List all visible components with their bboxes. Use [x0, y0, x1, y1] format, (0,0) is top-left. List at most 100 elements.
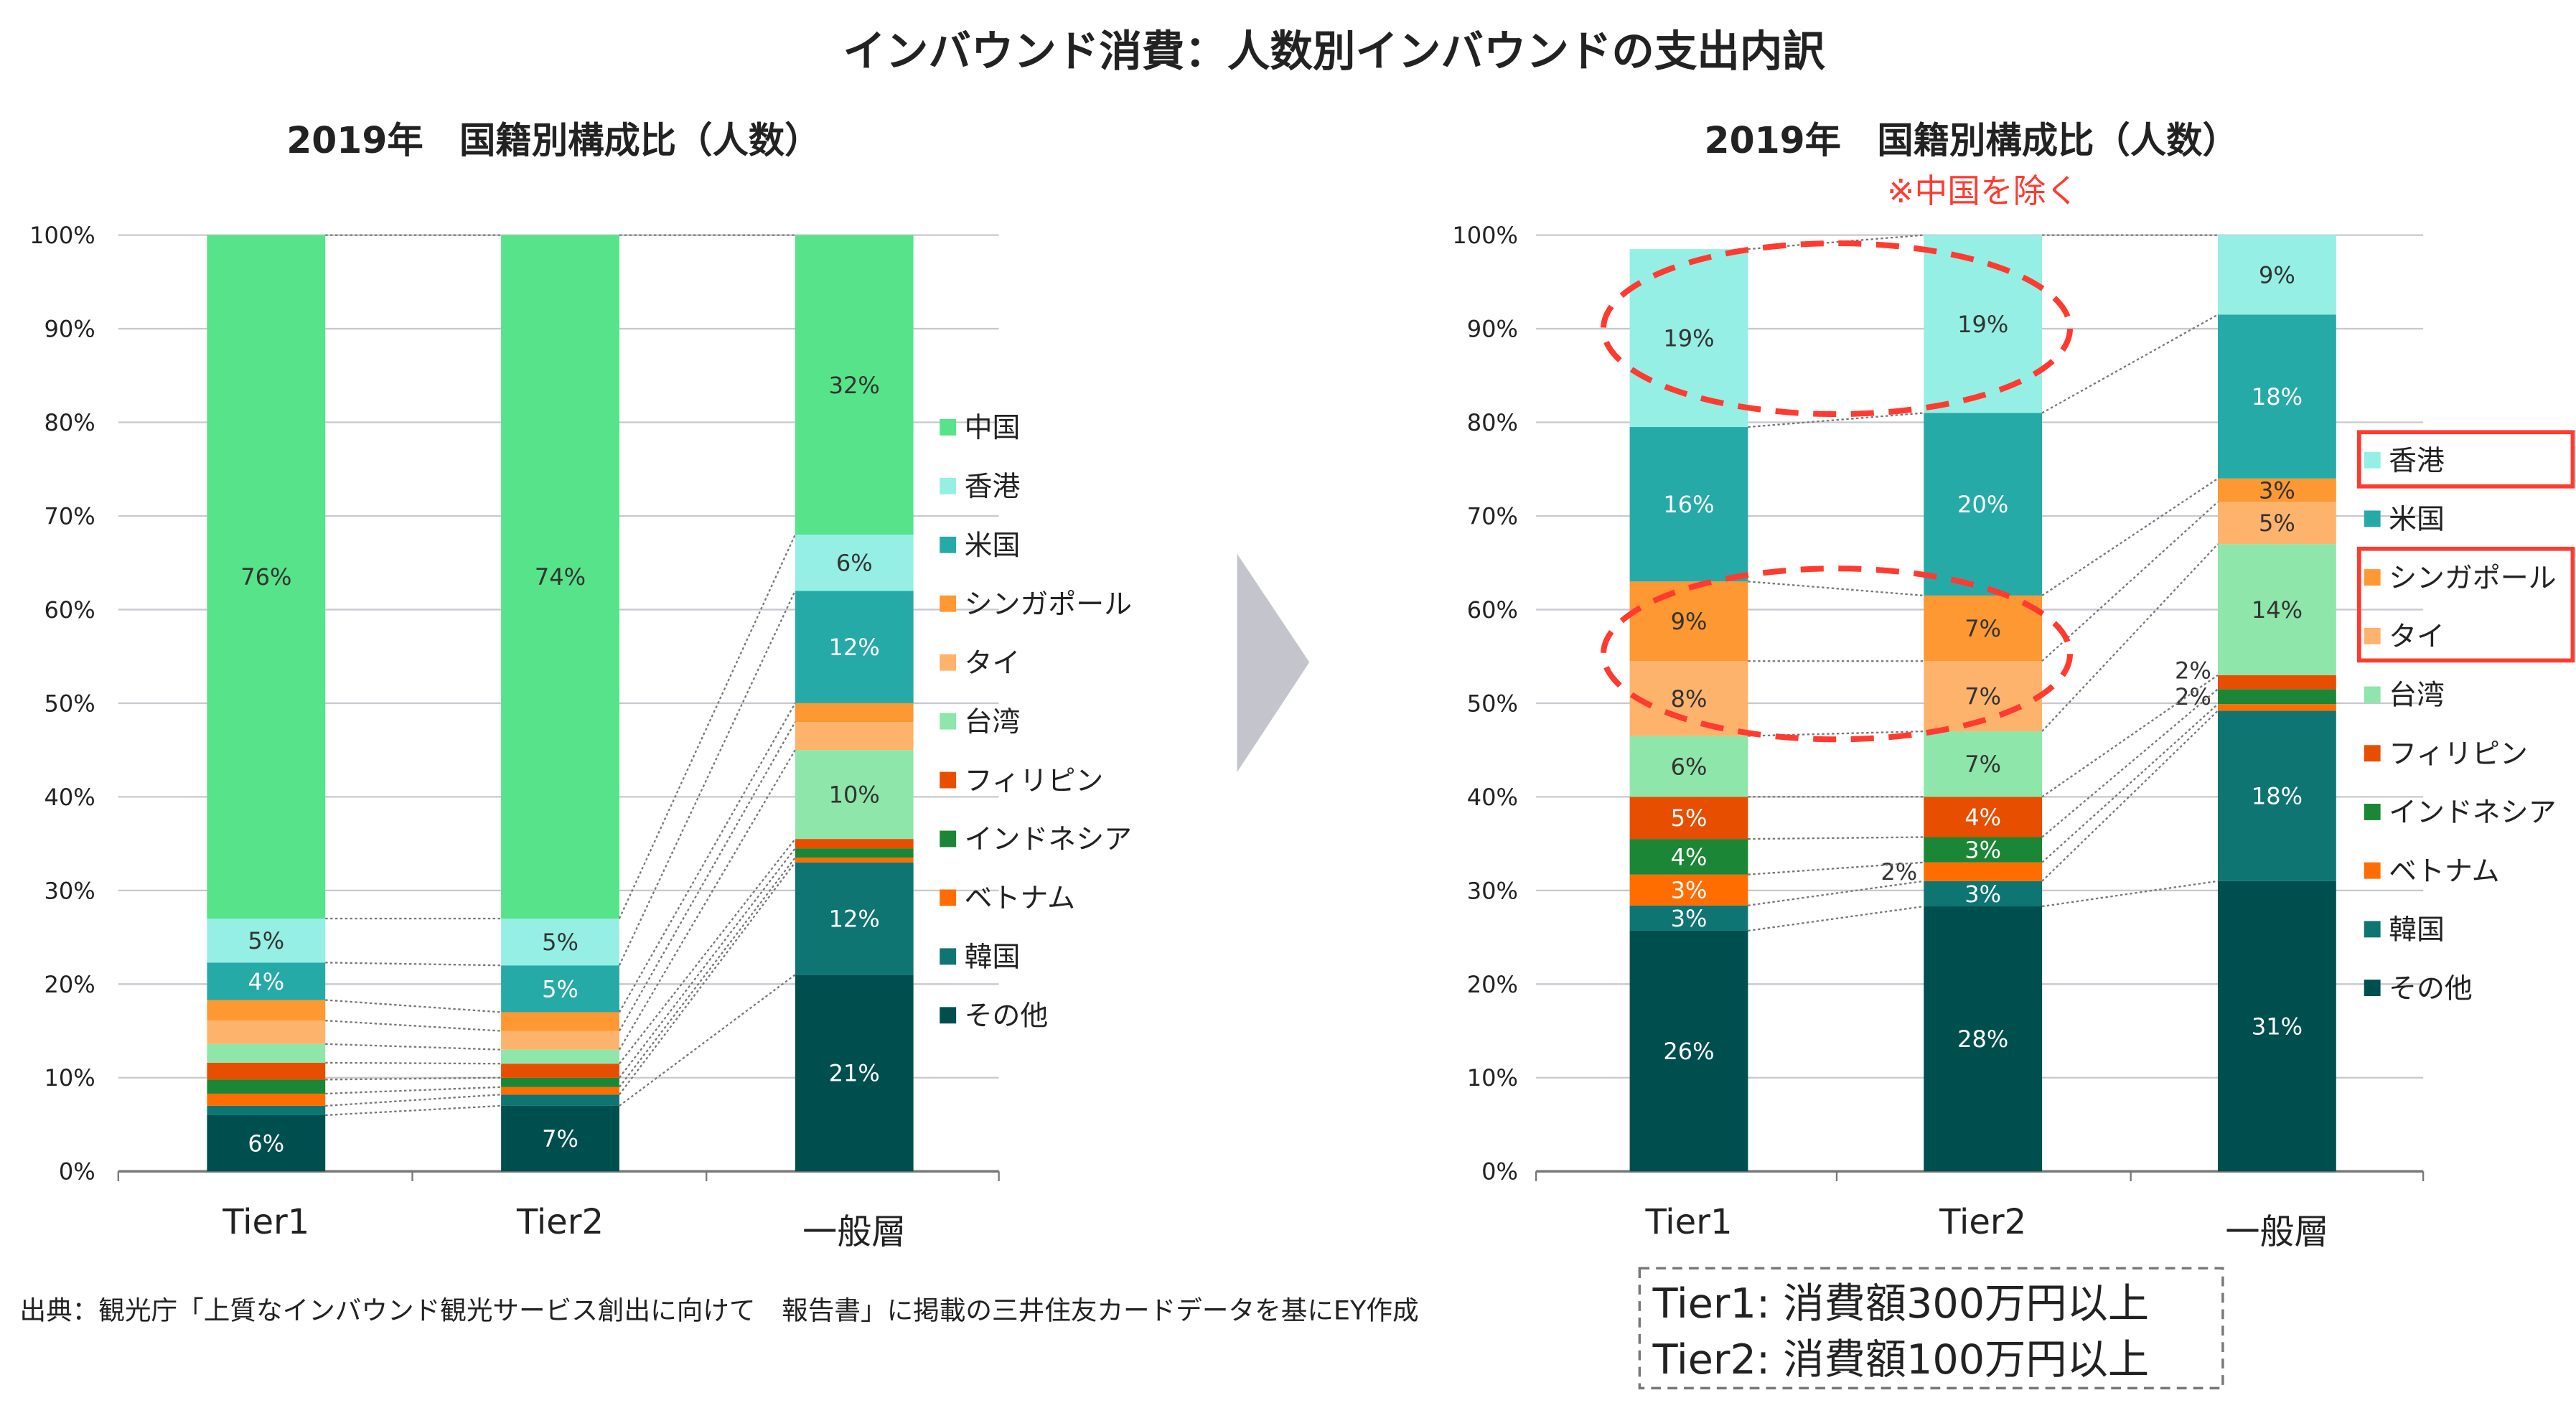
y-tick-label: 80% — [45, 409, 95, 436]
legend-label: 香港 — [2389, 445, 2445, 477]
connector-line — [2041, 501, 2219, 662]
data-label: 26% — [1663, 1038, 1714, 1065]
connector-line — [325, 1061, 502, 1065]
bar-segment-香港 — [2218, 235, 2336, 315]
connector-line — [2041, 543, 2219, 732]
bar-segment-ベトナム — [2218, 704, 2336, 711]
data-label: 21% — [829, 1060, 880, 1087]
chart-subtitle: ※中国を除く — [1887, 172, 2079, 210]
connector-line — [1748, 581, 1924, 597]
bar-segment-タイ — [501, 1031, 619, 1050]
y-tick-label: 50% — [45, 690, 95, 717]
legend-swatch — [2364, 862, 2381, 879]
legend-label: ベトナム — [965, 883, 1075, 915]
data-label: 5% — [542, 929, 579, 956]
connector-line — [619, 838, 796, 1064]
connector-line — [2041, 880, 2219, 908]
data-label: 28% — [1957, 1025, 2008, 1053]
bar-segment-韓国 — [2218, 710, 2336, 881]
legend-swatch — [940, 830, 957, 848]
legend-swatch — [2364, 745, 2381, 762]
highlight-ellipse-hongkong — [1600, 240, 2074, 418]
legend-label: シンガポール — [965, 588, 1132, 621]
connector-line — [618, 590, 796, 966]
data-label: 7% — [542, 1125, 579, 1153]
bar-segment-タイ — [795, 722, 914, 751]
bar-segment-台湾 — [1629, 736, 1748, 797]
connector-line — [325, 1086, 502, 1095]
legend-swatch — [940, 477, 957, 494]
y-tick-label: 0% — [1481, 1158, 1518, 1186]
legend-label: フィリピン — [965, 765, 1104, 797]
bar-segment-台湾 — [501, 1049, 619, 1064]
bar-segment-米国 — [795, 591, 914, 703]
bar-segment-米国 — [1629, 427, 1748, 582]
legend-highlight-box — [2357, 430, 2575, 489]
legend-swatch — [2364, 980, 2381, 997]
bar-segment-フィリピン — [1629, 797, 1748, 840]
legend-label: インドネシア — [2389, 797, 2556, 829]
data-label: 2% — [2175, 683, 2211, 710]
bar-segment-ベトナム — [795, 858, 914, 863]
data-label: 4% — [1671, 843, 1708, 870]
bar-segment-その他 — [207, 1114, 326, 1172]
bar-segment-シンガポール — [501, 1012, 619, 1031]
data-label: 5% — [542, 975, 579, 1003]
highlight-ellipse-singapore-thai — [1600, 565, 2074, 743]
source-footer: 出典：観光庁「上質なインバウンド観光サービス創出に向けて 報告書」に掲載の三井住… — [19, 1295, 1418, 1325]
y-tick-label: 10% — [1467, 1064, 1518, 1092]
bar-segment-ベトナム — [1924, 862, 2043, 881]
bar-segment-香港 — [501, 918, 619, 966]
data-label: 5% — [248, 927, 284, 954]
y-tick-label: 60% — [1467, 596, 1518, 624]
y-tick-label: 50% — [1467, 690, 1518, 717]
legend-label: シンガポール — [2389, 562, 2556, 594]
bar-segment-台湾 — [2218, 544, 2336, 675]
legend-swatch — [2364, 627, 2381, 644]
x-category-label: Tier2 — [516, 1202, 604, 1242]
legend-label: 香港 — [965, 471, 1021, 503]
legend-swatch — [2364, 569, 2381, 586]
data-label: 19% — [1663, 325, 1714, 352]
bar-segment-ベトナム — [207, 1093, 326, 1106]
y-tick-label: 30% — [1467, 877, 1518, 904]
legend-swatch — [2364, 451, 2381, 469]
y-tick-label: 90% — [45, 315, 95, 342]
data-label: 7% — [1964, 615, 2001, 642]
bar-segment-中国 — [501, 235, 619, 919]
bar-segment-米国 — [1924, 413, 2043, 596]
bar-segment-ベトナム — [501, 1086, 619, 1095]
legend-label: その他 — [2389, 972, 2473, 1005]
connector-line — [325, 1104, 502, 1117]
chart-title: 2019年 国籍別構成比（人数） — [1705, 119, 2239, 161]
data-label: 10% — [829, 781, 880, 809]
bar-segment-台湾 — [795, 750, 914, 840]
bar-segment-その他 — [1924, 906, 2043, 1172]
tier2-definition: Tier2: 消費額100万円以上 — [1652, 1336, 2149, 1384]
data-label: 8% — [1671, 685, 1708, 713]
bar-segment-シンガポール — [1924, 595, 2043, 662]
bar-segment-その他 — [795, 975, 914, 1172]
connector-line — [619, 862, 796, 1095]
y-tick-label: 10% — [45, 1064, 95, 1092]
bar-segment-米国 — [2218, 314, 2336, 479]
legend-swatch — [2364, 686, 2381, 703]
bar-segment-フィリピン — [2218, 675, 2336, 690]
bar-segment-香港 — [1629, 249, 1748, 428]
legend-label: 台湾 — [2389, 680, 2445, 712]
bar-segment-韓国 — [795, 862, 914, 975]
x-category-label: Tier1 — [222, 1202, 309, 1242]
y-tick-label: 70% — [45, 502, 95, 530]
connector-line — [618, 749, 796, 1051]
bar-segment-韓国 — [1629, 905, 1748, 931]
data-label: 19% — [1957, 311, 2008, 338]
connector-line — [2041, 710, 2219, 882]
connector-line — [618, 534, 796, 919]
legend-label: 中国 — [965, 412, 1021, 444]
data-label: 74% — [535, 563, 586, 591]
bar-segment-フィリピン — [501, 1064, 619, 1078]
chart-1: 2019年 国籍別構成比（人数） 0% 10% 20% 30% 40% 50% 60% 70% 8… — [29, 119, 1132, 1252]
legend-swatch — [940, 536, 957, 553]
legend-label: インドネシア — [965, 824, 1132, 856]
